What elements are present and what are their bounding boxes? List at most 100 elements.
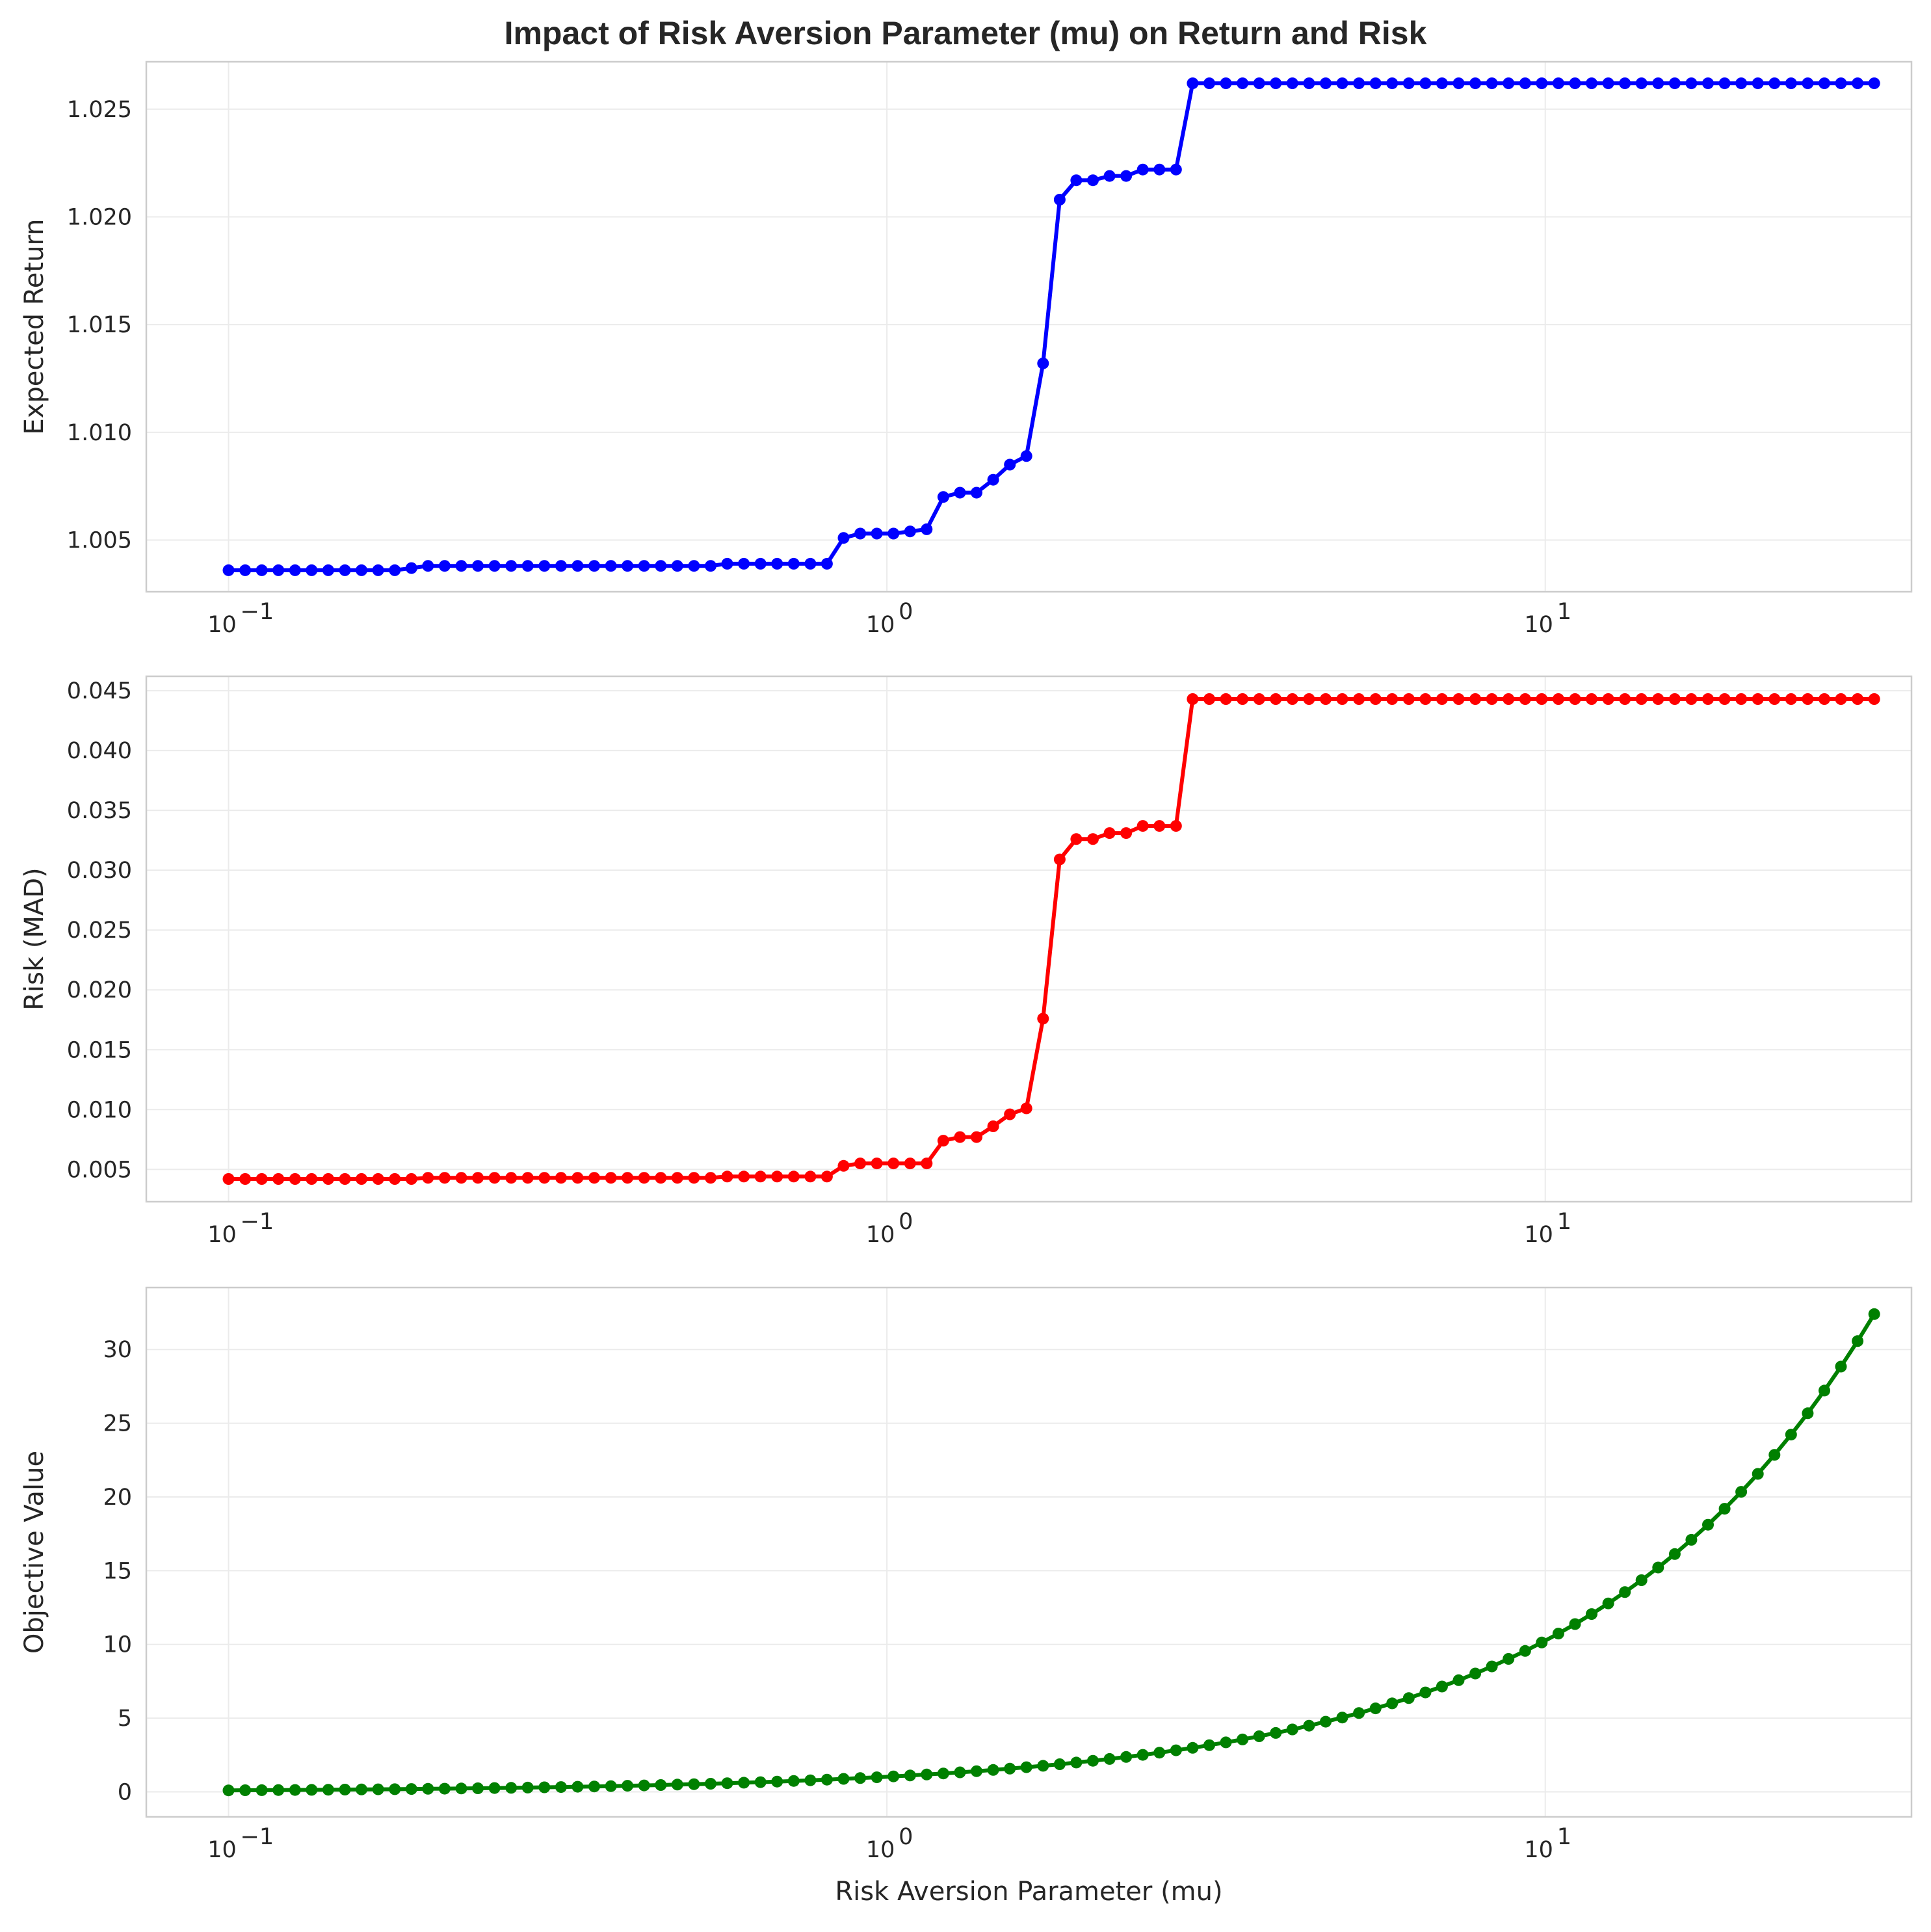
data-point bbox=[1419, 693, 1432, 705]
series-line bbox=[228, 1313, 1876, 1793]
data-point bbox=[1369, 1702, 1382, 1715]
data-point bbox=[887, 1770, 900, 1782]
data-point bbox=[1386, 1697, 1399, 1710]
data-point bbox=[505, 1172, 518, 1184]
data-point bbox=[771, 1171, 783, 1183]
data-point bbox=[671, 1779, 683, 1791]
data-point bbox=[987, 1120, 999, 1132]
data-point bbox=[322, 1173, 334, 1185]
data-point bbox=[787, 1171, 800, 1183]
data-point bbox=[1037, 1760, 1049, 1772]
data-point bbox=[738, 1171, 750, 1183]
data-point bbox=[1569, 693, 1581, 705]
data-point bbox=[389, 1173, 401, 1185]
data-point bbox=[622, 1780, 634, 1792]
data-point bbox=[405, 1173, 417, 1185]
data-point bbox=[1436, 77, 1448, 90]
series-line bbox=[228, 81, 1874, 572]
axes-frame bbox=[145, 675, 1913, 1203]
data-point bbox=[1486, 1660, 1498, 1673]
data-point bbox=[821, 1773, 833, 1786]
data-point bbox=[1768, 1449, 1781, 1461]
data-point bbox=[1503, 693, 1515, 705]
y-tick-label: 5 bbox=[118, 1706, 132, 1732]
data-point bbox=[1402, 77, 1415, 90]
data-point bbox=[505, 1782, 518, 1794]
data-point bbox=[1153, 820, 1166, 832]
data-point bbox=[505, 560, 518, 572]
data-point bbox=[588, 1780, 600, 1793]
data-point bbox=[871, 1771, 883, 1784]
data-point bbox=[622, 560, 634, 572]
y-tick-label: 0.040 bbox=[67, 738, 132, 764]
data-point bbox=[1170, 1744, 1182, 1756]
data-point bbox=[1136, 820, 1149, 832]
data-point bbox=[1286, 77, 1298, 90]
data-point bbox=[1718, 693, 1731, 705]
x-tick-exponent: −1 bbox=[241, 599, 274, 625]
data-point bbox=[705, 1172, 716, 1184]
data-point bbox=[1619, 1586, 1631, 1598]
data-point bbox=[1336, 77, 1348, 90]
data-point bbox=[705, 560, 716, 572]
data-point bbox=[1270, 1727, 1282, 1739]
data-point bbox=[1668, 693, 1681, 705]
data-point bbox=[987, 473, 999, 486]
x-tick-label: 10 bbox=[866, 1222, 895, 1248]
x-tick-label: 10 bbox=[207, 612, 237, 638]
data-point bbox=[1685, 1533, 1698, 1546]
data-point bbox=[1486, 693, 1498, 705]
data-point bbox=[655, 1779, 667, 1791]
data-point bbox=[1170, 820, 1182, 832]
data-point bbox=[638, 1779, 650, 1792]
x-tick-label: 10 bbox=[207, 1837, 237, 1863]
data-point bbox=[1436, 693, 1448, 705]
data-point bbox=[1353, 1707, 1365, 1719]
data-point bbox=[1153, 1747, 1166, 1759]
data-point bbox=[1402, 1692, 1415, 1704]
data-point bbox=[1286, 693, 1298, 705]
data-point bbox=[1402, 693, 1415, 705]
data-point bbox=[306, 564, 318, 576]
data-point bbox=[289, 1173, 301, 1185]
data-point bbox=[837, 1773, 850, 1785]
data-point bbox=[472, 560, 484, 572]
data-point bbox=[1452, 77, 1465, 90]
x-tick-exponent: −1 bbox=[241, 1824, 274, 1850]
data-point bbox=[1852, 1335, 1864, 1347]
data-point bbox=[605, 560, 617, 572]
data-point bbox=[239, 1784, 252, 1796]
data-point bbox=[921, 523, 933, 535]
data-point bbox=[1053, 1758, 1066, 1770]
data-point bbox=[488, 1782, 501, 1794]
data-point bbox=[1619, 693, 1631, 705]
data-point bbox=[1087, 1754, 1099, 1767]
data-point bbox=[1386, 693, 1399, 705]
data-point bbox=[1452, 693, 1465, 705]
data-point bbox=[1852, 77, 1864, 90]
data-point bbox=[405, 1783, 417, 1795]
y-tick-label: 0.035 bbox=[67, 798, 132, 824]
data-point bbox=[837, 532, 850, 544]
data-point bbox=[937, 1135, 949, 1147]
data-point bbox=[871, 527, 883, 540]
data-point bbox=[738, 1777, 750, 1789]
data-point bbox=[688, 560, 700, 572]
data-point bbox=[289, 1784, 301, 1796]
data-point bbox=[272, 1173, 285, 1185]
data-point bbox=[1635, 1574, 1648, 1586]
data-point bbox=[1652, 77, 1664, 90]
data-point bbox=[538, 560, 551, 572]
y-tick-label: 25 bbox=[103, 1411, 132, 1437]
data-point bbox=[671, 560, 683, 572]
data-point bbox=[804, 1171, 817, 1183]
data-point bbox=[605, 1172, 617, 1184]
data-point bbox=[372, 1173, 384, 1185]
data-point bbox=[571, 1172, 584, 1184]
data-point bbox=[954, 1131, 966, 1143]
y-tick-label: 1.025 bbox=[67, 97, 132, 123]
data-point bbox=[904, 1158, 916, 1170]
data-point bbox=[272, 1784, 285, 1796]
data-point bbox=[821, 557, 833, 570]
data-point bbox=[256, 1784, 268, 1796]
